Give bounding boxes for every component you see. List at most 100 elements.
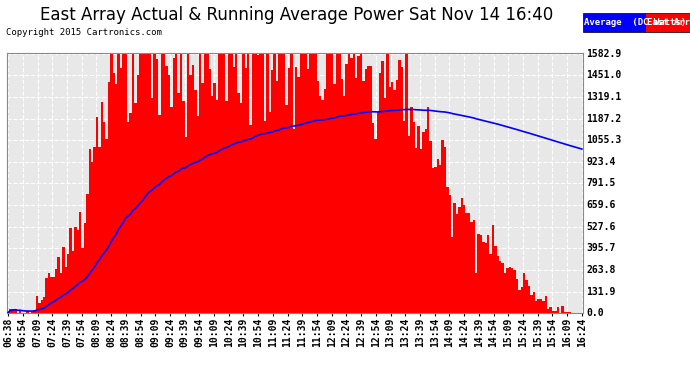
Bar bbox=[223, 14, 226, 313]
Bar bbox=[244, 68, 247, 313]
Bar bbox=[562, 306, 564, 313]
Bar bbox=[442, 140, 444, 313]
Bar bbox=[41, 300, 43, 313]
Bar bbox=[424, 129, 427, 313]
Bar bbox=[266, 39, 268, 313]
Bar bbox=[172, 58, 175, 313]
Bar bbox=[194, 90, 197, 313]
Bar bbox=[369, 66, 372, 313]
Bar bbox=[161, 20, 163, 313]
Bar bbox=[247, 31, 249, 313]
Bar bbox=[466, 213, 468, 313]
Bar bbox=[117, 5, 120, 313]
Bar bbox=[456, 214, 458, 313]
Bar bbox=[422, 132, 424, 313]
Bar bbox=[43, 297, 46, 313]
Bar bbox=[343, 96, 346, 313]
Bar bbox=[317, 81, 319, 313]
Bar bbox=[484, 243, 487, 313]
Bar bbox=[221, 50, 223, 313]
Bar bbox=[33, 310, 36, 313]
Bar bbox=[182, 101, 184, 313]
Bar bbox=[530, 295, 533, 313]
Bar bbox=[81, 248, 83, 313]
Bar bbox=[293, 129, 295, 313]
Bar bbox=[139, 40, 141, 313]
Text: East Array  (DC Watts): East Array (DC Watts) bbox=[647, 18, 690, 27]
Bar bbox=[77, 230, 79, 313]
Bar bbox=[487, 235, 489, 313]
Text: 1451.0: 1451.0 bbox=[586, 70, 622, 80]
Bar bbox=[179, 23, 182, 313]
Text: 263.8: 263.8 bbox=[586, 265, 616, 275]
Bar bbox=[566, 312, 569, 313]
Bar bbox=[124, 7, 127, 313]
Bar bbox=[540, 299, 542, 313]
Bar bbox=[199, 15, 201, 313]
Bar bbox=[415, 148, 417, 313]
Bar bbox=[201, 83, 204, 313]
Bar bbox=[506, 268, 509, 313]
Bar bbox=[497, 256, 499, 313]
Bar bbox=[446, 187, 448, 313]
Bar bbox=[348, 26, 351, 313]
Bar bbox=[237, 93, 239, 313]
Bar bbox=[55, 269, 57, 313]
Bar bbox=[91, 162, 93, 313]
Bar bbox=[228, 48, 230, 313]
Bar bbox=[526, 280, 528, 313]
Bar bbox=[396, 80, 398, 313]
Bar bbox=[307, 69, 309, 313]
Bar bbox=[254, 0, 257, 313]
Bar bbox=[477, 234, 480, 313]
Bar bbox=[170, 107, 172, 313]
Bar bbox=[367, 66, 369, 313]
Bar bbox=[211, 96, 213, 313]
Bar bbox=[62, 247, 65, 313]
Bar bbox=[408, 136, 410, 313]
Bar bbox=[233, 67, 235, 313]
Bar bbox=[9, 309, 12, 313]
Bar bbox=[12, 309, 14, 313]
Bar bbox=[379, 73, 382, 313]
Text: 923.4: 923.4 bbox=[586, 157, 616, 167]
Bar bbox=[554, 311, 557, 313]
Text: East Array Actual & Running Average Power Sat Nov 14 16:40: East Array Actual & Running Average Powe… bbox=[40, 6, 553, 24]
Bar bbox=[533, 292, 535, 313]
Bar bbox=[489, 254, 492, 313]
Bar bbox=[504, 273, 506, 313]
Bar bbox=[338, 14, 341, 313]
Bar bbox=[353, 51, 355, 313]
Bar bbox=[276, 81, 278, 313]
Bar bbox=[98, 147, 101, 313]
Bar bbox=[513, 270, 516, 313]
Bar bbox=[156, 59, 158, 313]
Bar bbox=[204, 0, 206, 313]
Bar bbox=[163, 40, 166, 313]
Bar bbox=[264, 121, 266, 313]
Text: Copyright 2015 Cartronics.com: Copyright 2015 Cartronics.com bbox=[6, 28, 161, 37]
Bar bbox=[557, 307, 559, 313]
Bar bbox=[518, 290, 521, 313]
Bar bbox=[427, 107, 429, 313]
Bar bbox=[230, 12, 233, 313]
Bar bbox=[461, 198, 463, 313]
Bar bbox=[283, 45, 286, 313]
Bar bbox=[377, 112, 379, 313]
Bar bbox=[482, 242, 484, 313]
Bar bbox=[401, 67, 403, 313]
Bar bbox=[218, 0, 221, 313]
Bar bbox=[134, 103, 137, 313]
Bar bbox=[475, 273, 477, 313]
Bar bbox=[382, 62, 384, 313]
Bar bbox=[511, 267, 513, 313]
Bar bbox=[290, 0, 293, 313]
Bar bbox=[322, 100, 324, 313]
Bar bbox=[106, 139, 108, 313]
Bar bbox=[57, 257, 60, 313]
Bar bbox=[393, 90, 396, 313]
Bar bbox=[235, 17, 237, 313]
Bar bbox=[83, 223, 86, 313]
Bar bbox=[120, 68, 122, 313]
Bar bbox=[158, 114, 161, 313]
